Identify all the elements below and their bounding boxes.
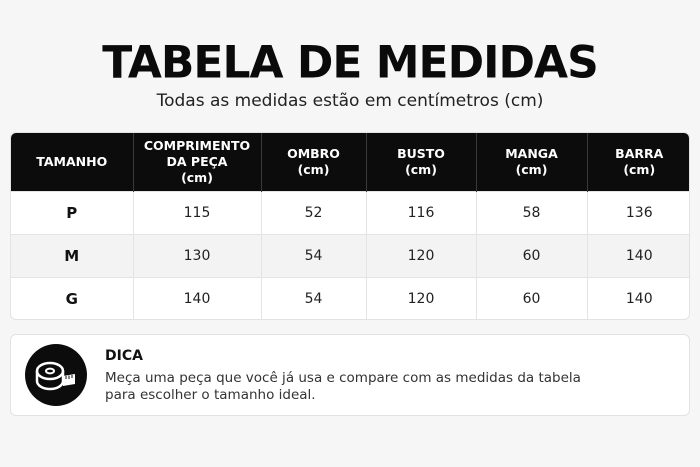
cell-barra: 136	[587, 190, 689, 234]
table-row: G 140 54 120 60 140	[11, 276, 689, 319]
tip-line-1: Meça uma peça que você já usa e compare …	[105, 370, 581, 386]
table-header-row: TAMANHO COMPRIMENTO DA PEÇA (cm) OMBRO (…	[11, 133, 689, 191]
cell-ombro: 54	[261, 276, 367, 319]
header-tamanho: TAMANHO	[11, 133, 134, 191]
cell-size: P	[11, 190, 134, 234]
cell-busto: 120	[366, 233, 477, 277]
cell-busto: 120	[366, 276, 477, 319]
cell-manga: 58	[476, 190, 588, 234]
cell-manga: 60	[476, 276, 588, 319]
tip-title: DICA	[105, 348, 143, 364]
table-row: M 130 54 120 60 140	[11, 233, 689, 277]
cell-comprimento: 140	[133, 276, 262, 319]
cell-ombro: 54	[261, 233, 367, 277]
header-barra: BARRA (cm)	[615, 145, 664, 177]
cell-barra: 140	[587, 233, 689, 277]
cell-comprimento: 115	[133, 190, 262, 234]
cell-comprimento: 130	[133, 233, 262, 277]
measuring-tape-icon	[25, 344, 87, 406]
cell-ombro: 52	[261, 190, 367, 234]
table-row: P 115 52 116 58 136	[11, 190, 689, 234]
cell-manga: 60	[476, 233, 588, 277]
header-manga: MANGA (cm)	[476, 133, 588, 191]
page-subtitle: Todas as medidas estão em centímetros (c…	[156, 91, 544, 111]
cell-size: M	[11, 233, 134, 277]
header-ombro: OMBRO (cm)	[261, 133, 367, 191]
cell-barra: 140	[587, 276, 689, 319]
size-table: TAMANHO COMPRIMENTO DA PEÇA (cm) OMBRO (…	[10, 132, 690, 320]
tip-box: DICA Meça uma peça que você já usa e com…	[10, 334, 690, 416]
header-busto: BUSTO (cm)	[366, 133, 477, 191]
tip-line-2: para escolher o tamanho ideal.	[105, 387, 316, 403]
cell-size: G	[11, 276, 134, 319]
cell-busto: 116	[366, 190, 477, 234]
tip-text: Meça uma peça que você já usa e compare …	[105, 370, 605, 404]
page-title: TABELA DE MEDIDAS	[102, 36, 599, 89]
header-comprimento: COMPRIMENTO DA PEÇA (cm)	[133, 133, 262, 191]
